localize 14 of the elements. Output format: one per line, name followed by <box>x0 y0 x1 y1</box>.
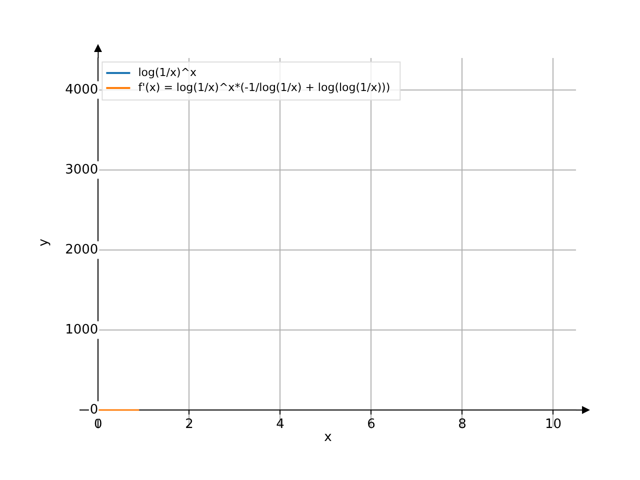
x-axis-title: x <box>324 430 332 445</box>
y-tick-label: 0 <box>90 402 98 418</box>
x-tick-label: 10 <box>544 417 562 432</box>
x-tick-label: 6 <box>367 417 376 432</box>
y-axis-title: y <box>36 238 52 246</box>
y-tick-label: 1000 <box>65 322 98 338</box>
x-tick-label: 4 <box>276 417 284 432</box>
y-tick-label: 2000 <box>65 242 98 258</box>
x-tick-label: 8 <box>458 417 466 432</box>
legend-label: f'(x) = log(1/x)^x*(-1/log(1/x) + log(log(1/x))) <box>138 80 390 94</box>
y-tick-label: 3000 <box>65 162 98 178</box>
legend-label: log(1/x)^x <box>138 66 197 79</box>
x-tick-label: 2 <box>185 417 194 432</box>
y-tick-label: 4000 <box>65 82 98 98</box>
